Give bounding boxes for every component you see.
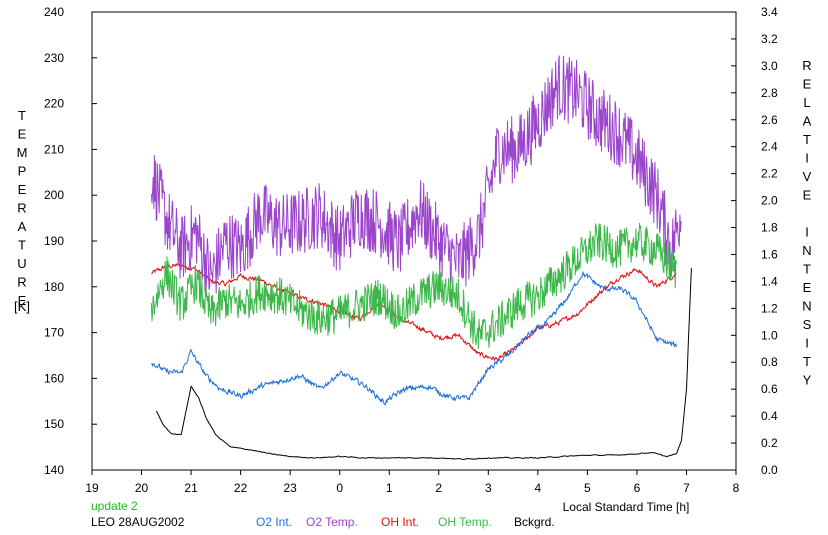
right-tick-label: 0.4 (761, 409, 778, 423)
x-tick-label: 3 (485, 481, 492, 495)
left-tick-label: 190 (44, 234, 64, 248)
left-tick-label: 220 (44, 97, 64, 111)
x-tick-label: 5 (584, 481, 591, 495)
right-tick-label: 1.0 (761, 328, 778, 342)
left-axis-label-letter: P (18, 164, 27, 179)
right-axis-label-letter: I (805, 225, 809, 240)
x-tick-label: 21 (184, 481, 198, 495)
right-axis-label-letter: A (803, 114, 812, 129)
x-tick-label: 20 (135, 481, 149, 495)
right-tick-label: 2.8 (761, 86, 778, 100)
series-line-oh-int (151, 262, 677, 362)
series-line-o2-int (151, 270, 677, 406)
right-axis-label-letter: N (802, 299, 811, 314)
right-axis-label-letter: V (803, 169, 812, 184)
left-tick-label: 180 (44, 280, 64, 294)
left-axis-label-letter: R (17, 275, 26, 290)
right-tick-label: 0.8 (761, 355, 778, 369)
x-tick-label: 4 (535, 481, 542, 495)
right-axis-label-letter: E (803, 188, 812, 203)
left-axis-label-letter: E (18, 127, 27, 142)
series-line-bckgrd (155, 267, 692, 461)
left-axis-ticks: 140 150 160 170 180 190 200 210 220 230 240 (44, 5, 97, 477)
x-tick-label: 2 (435, 481, 442, 495)
x-axis-label: Local Standard Time [h] (563, 500, 690, 514)
right-tick-label: 1.2 (761, 301, 778, 315)
right-tick-label: 2.4 (761, 140, 778, 154)
right-axis-label-letter: S (803, 317, 812, 332)
right-tick-label: 3.0 (761, 59, 778, 73)
legend-entry: OH Int. (381, 515, 419, 529)
right-axis-label-letter: L (803, 95, 810, 110)
right-tick-label: 1.8 (761, 221, 778, 235)
x-tick-label: 19 (85, 481, 99, 495)
series-line-oh-temp (150, 222, 677, 350)
right-tick-label: 3.4 (761, 5, 778, 19)
right-axis-label-letter: I (805, 336, 809, 351)
left-tick-label: 160 (44, 371, 64, 385)
left-tick-label: 140 (44, 463, 64, 477)
right-tick-label: 1.6 (761, 247, 778, 261)
x-tick-label: 22 (234, 481, 248, 495)
left-axis-label-letter: M (17, 145, 28, 160)
right-axis-label-letter: Y (803, 373, 812, 388)
series-line-o2-temp (150, 55, 682, 297)
legend-entry: Bckgrd. (514, 515, 555, 529)
right-tick-label: 0.2 (761, 436, 778, 450)
legend-entry: O2 Temp. (306, 515, 358, 529)
series-layer (150, 55, 692, 461)
right-tick-label: 1.4 (761, 274, 778, 288)
left-axis-label-letter: T (18, 108, 26, 123)
left-axis-label-letter: U (17, 256, 26, 271)
left-axis-label-letter: E (18, 182, 27, 197)
right-tick-label: 2.6 (761, 113, 778, 127)
x-tick-label: 8 (733, 481, 740, 495)
left-tick-label: 230 (44, 51, 64, 65)
left-axis-label-letter: R (17, 201, 26, 216)
right-tick-label: 0.0 (761, 463, 778, 477)
right-tick-label: 0.6 (761, 382, 778, 396)
right-axis-label-letter: I (805, 151, 809, 166)
left-tick-label: 170 (44, 326, 64, 340)
left-tick-label: 200 (44, 188, 64, 202)
legend-entry: OH Temp. (438, 515, 492, 529)
right-axis-label-letter: R (802, 58, 811, 73)
left-tick-label: 210 (44, 142, 64, 156)
right-tick-label: 3.2 (761, 32, 778, 46)
right-tick-label: 2.2 (761, 167, 778, 181)
right-axis-ticks: 0.0 0.2 0.4 0.6 0.8 1.0 1.2 1.4 1.6 1.8 2.0 2.2 2.4 2… (731, 5, 778, 477)
left-axis-unit: [K] (14, 299, 30, 314)
right-axis-label-letter: T (803, 354, 811, 369)
left-axis-label-letter: E (18, 293, 27, 308)
update-note: update 2 (91, 499, 138, 513)
right-axis-label-letter: E (803, 77, 812, 92)
right-axis-label-letter: E (803, 280, 812, 295)
right-tick-label: 2.0 (761, 194, 778, 208)
legend: O2 Int. O2 Temp. OH Int. OH Temp. Bckgrd. (256, 515, 555, 529)
left-tick-label: 240 (44, 5, 64, 19)
right-axis-label-letter: T (803, 262, 811, 277)
x-tick-label: 1 (386, 481, 393, 495)
x-tick-label: 0 (336, 481, 343, 495)
x-tick-label: 23 (283, 481, 297, 495)
right-axis-label-letter: T (803, 132, 811, 147)
x-axis-ticks: 19 20 21 22 23 0 1 2 3 4 5 6 7 8 (85, 470, 740, 495)
station-date: LEO 28AUG2002 (91, 515, 185, 529)
legend-entry: O2 Int. (256, 515, 292, 529)
x-tick-label: 6 (634, 481, 641, 495)
left-tick-label: 150 (44, 417, 64, 431)
x-tick-label: 7 (683, 481, 690, 495)
left-axis-label-letter: A (18, 219, 27, 234)
right-axis-label-letter: N (802, 243, 811, 258)
left-axis-label-letter: T (18, 238, 26, 253)
